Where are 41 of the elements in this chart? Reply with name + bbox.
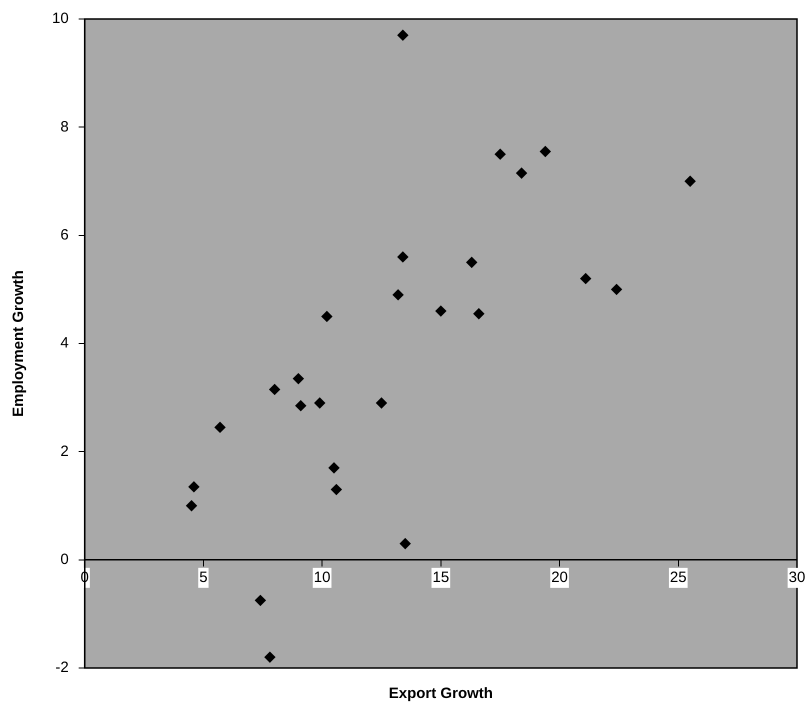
point: [580, 273, 592, 284]
y-tick-label: 0: [60, 550, 69, 568]
point: [188, 481, 200, 492]
x-axis-title: Export Growth: [388, 685, 493, 702]
point: [397, 251, 408, 262]
y-tick-label: 2: [60, 442, 69, 460]
x-tick-label: 5: [199, 568, 208, 586]
point: [214, 422, 226, 433]
x-tick-label: 30: [788, 568, 806, 586]
y-tick-label: 4: [60, 334, 69, 352]
y-tick-label: 10: [52, 10, 69, 28]
point: [540, 146, 551, 158]
point: [314, 397, 326, 408]
y-tick-label: 6: [60, 226, 69, 244]
point: [516, 168, 528, 179]
x-tick-label: 20: [551, 568, 568, 586]
point: [186, 500, 198, 512]
point: [684, 176, 696, 187]
point: [611, 284, 622, 295]
x-tick-label: 10: [314, 568, 330, 586]
y-tick-label: 8: [60, 118, 69, 136]
point: [494, 148, 506, 160]
point: [397, 30, 408, 41]
point: [321, 310, 332, 322]
point: [292, 373, 304, 384]
point: [328, 462, 340, 474]
point: [295, 400, 306, 412]
x-tick-label: 15: [432, 568, 450, 586]
y-axis-title: Employment Growth: [10, 270, 28, 417]
point: [435, 306, 446, 317]
y-tick-label: -2: [55, 659, 69, 676]
point: [466, 256, 478, 268]
point: [254, 594, 266, 606]
point: [269, 384, 280, 395]
point: [376, 397, 387, 408]
point: [473, 308, 484, 320]
point: [330, 484, 342, 496]
point: [400, 538, 411, 550]
point: [392, 289, 404, 300]
point: [264, 652, 276, 663]
x-tick-label: 25: [670, 568, 687, 586]
